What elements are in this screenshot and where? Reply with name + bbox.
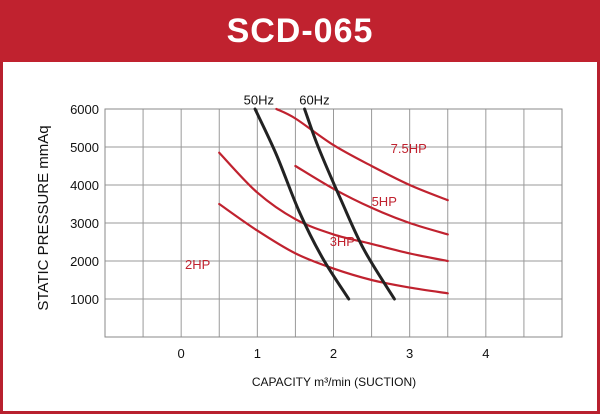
series-label-2hp: 2HP [185, 257, 210, 272]
series-label-7-5hp: 7.5HP [391, 141, 427, 156]
y-tick-label: 3000 [70, 216, 99, 231]
x-axis-label: CAPACITY m³/min (SUCTION) [252, 375, 416, 389]
y-axis-label: STATIC PRESSURE mmAq [35, 125, 52, 310]
x-tick-label: 2 [330, 346, 337, 361]
y-tick-label: 6000 [70, 102, 99, 117]
labels: 2HP 3HP 5HP 7.5HP 50Hz 60Hz [185, 92, 427, 272]
curve-5hp [294, 164, 449, 236]
series-label-60hz: 60Hz [299, 92, 329, 107]
y-tick-label: 5000 [70, 140, 99, 155]
plot-border [104, 108, 563, 338]
curves [218, 107, 449, 301]
x-tick-label: 3 [406, 346, 413, 361]
x-tick-label: 1 [254, 346, 261, 361]
curve-60hz [303, 107, 396, 301]
x-tick-label: 0 [178, 346, 185, 361]
y-tick-label: 2000 [70, 254, 99, 269]
x-tick-label: 4 [482, 346, 489, 361]
title-banner: SCD-065 [0, 0, 600, 62]
page-title: SCD-065 [226, 12, 374, 50]
curve-3hp [218, 151, 449, 263]
y-tick-label: 4000 [70, 178, 99, 193]
y-tick-label: 1000 [70, 292, 99, 307]
series-label-50hz: 50Hz [244, 92, 274, 107]
curve-2hp [218, 202, 449, 295]
curve-50hz [253, 107, 351, 301]
curve-7-5hp [275, 107, 449, 202]
series-label-5hp: 5HP [372, 194, 397, 209]
grid: 1000 2000 3000 4000 5000 6000 0 1 2 3 4 [70, 102, 563, 361]
series-label-3hp: 3HP [330, 234, 355, 249]
